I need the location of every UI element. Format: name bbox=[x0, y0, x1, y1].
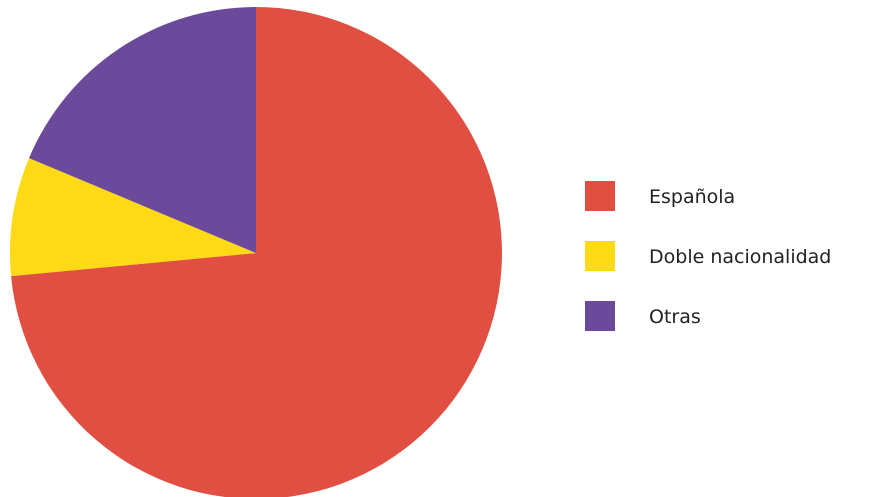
legend-swatch-2 bbox=[585, 241, 615, 271]
legend-swatch-3 bbox=[585, 301, 615, 331]
legend-label-3: Otras bbox=[649, 306, 701, 328]
legend-label-1: Española bbox=[649, 186, 735, 208]
legend: Española Doble nacionalidad Otras bbox=[585, 181, 831, 331]
pie-slices bbox=[9, 7, 502, 497]
pie-slice-3 bbox=[29, 7, 256, 253]
legend-label-2: Doble nacionalidad bbox=[649, 246, 831, 268]
pie-slice-1 bbox=[11, 7, 502, 497]
pie-slice-2 bbox=[9, 158, 257, 277]
legend-swatch-1 bbox=[585, 181, 615, 211]
